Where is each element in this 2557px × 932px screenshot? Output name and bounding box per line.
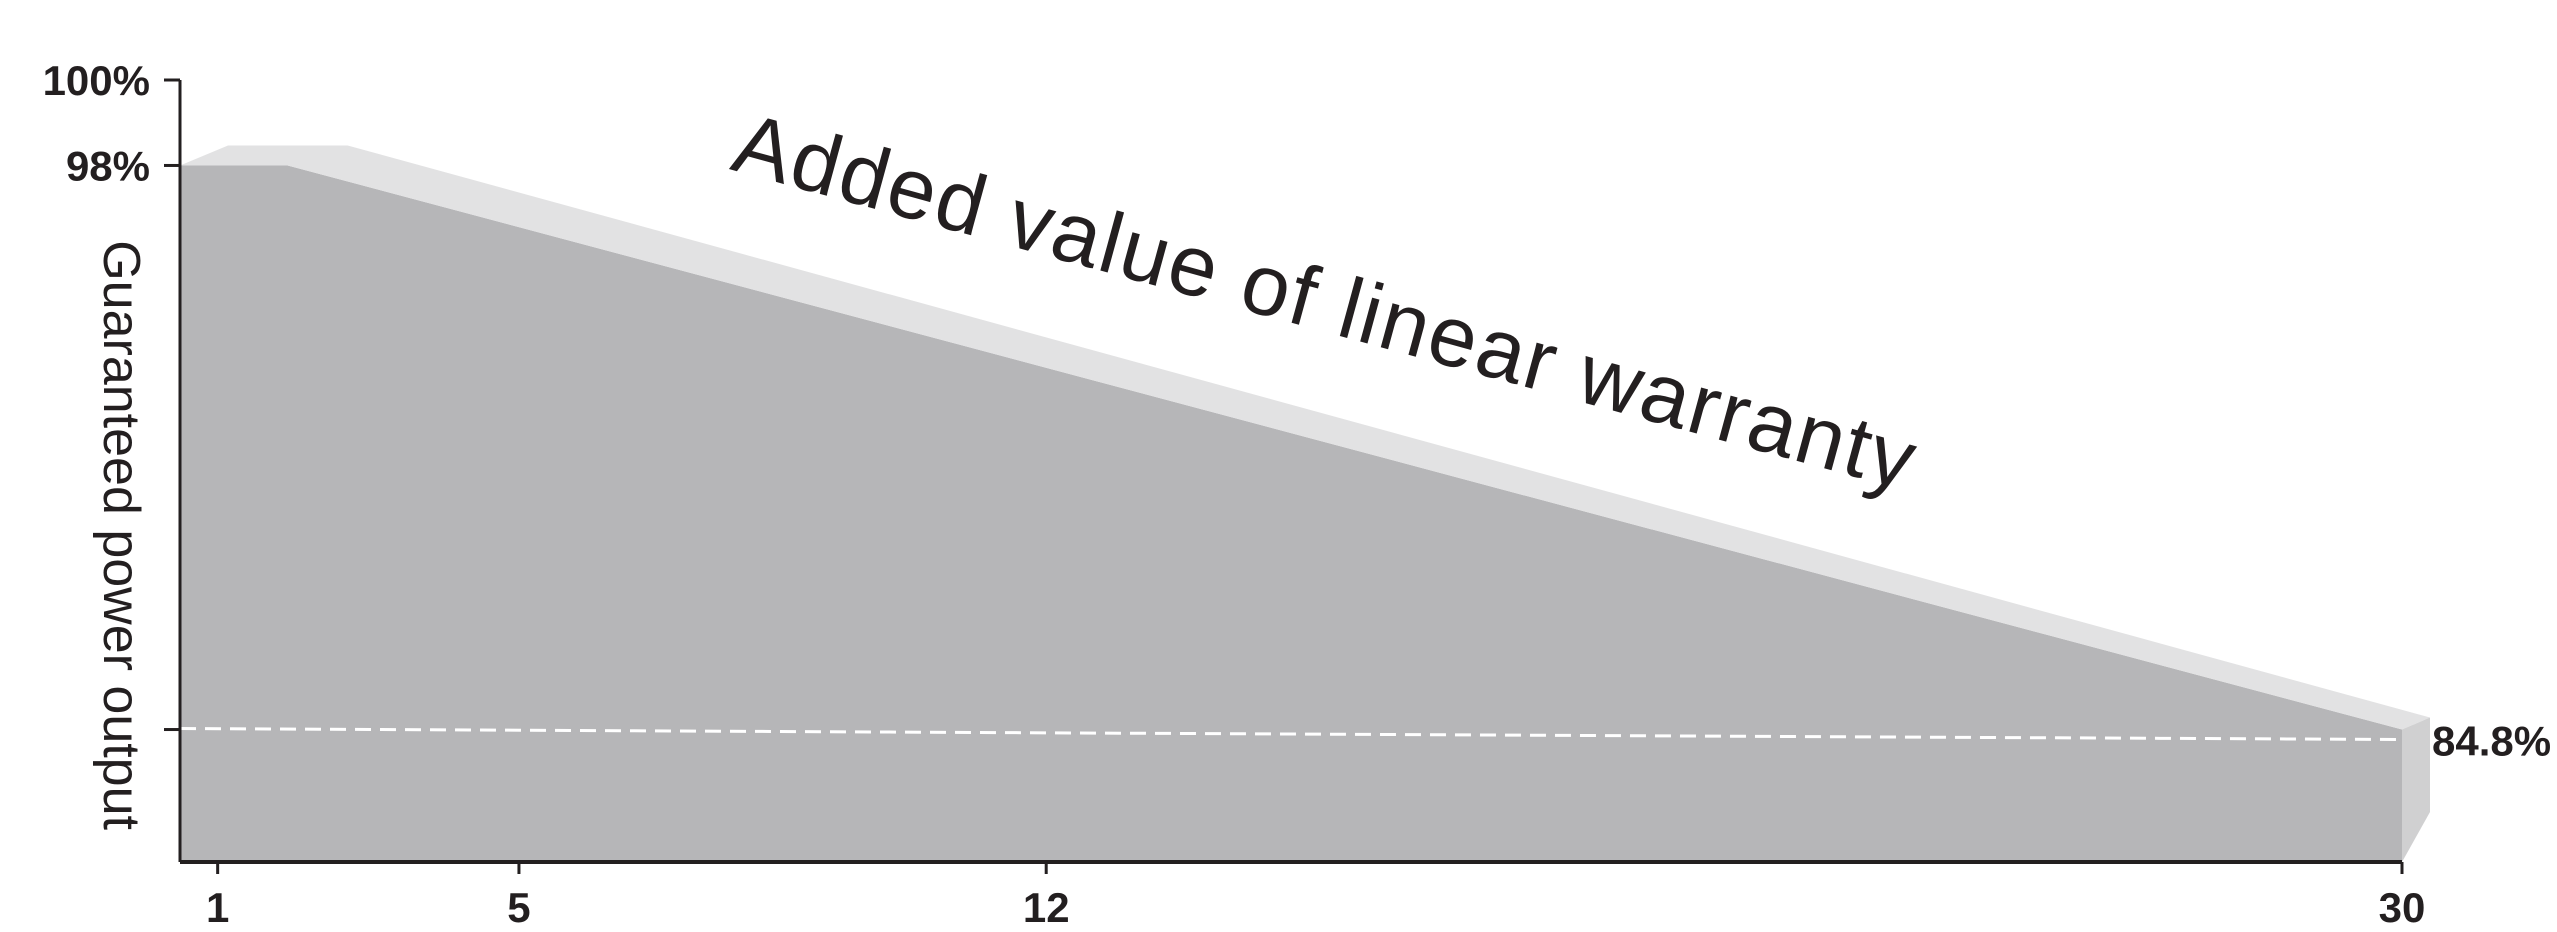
y-axis-title: Guaranteed power output (92, 240, 150, 830)
linear-warranty-band (180, 145, 2430, 730)
y-tick-label-1: 98% (66, 142, 150, 189)
reference-value-label: 84.8% (2432, 718, 2551, 765)
area-side-bevel (2402, 717, 2430, 862)
y-tick-label-0: 100% (43, 57, 150, 104)
axis-layer (164, 78, 2404, 874)
line-layer (179, 727, 2403, 742)
x-tick-label-2: 12 (1023, 884, 1070, 927)
x-tick-label-1: 5 (507, 884, 530, 927)
area-layer (180, 145, 2430, 862)
reference-dashed-line (179, 727, 2403, 742)
x-tick-label-3: 30 (2379, 884, 2426, 927)
guaranteed-area (180, 165, 2402, 862)
x-tick-label-0: 1 (206, 884, 229, 927)
